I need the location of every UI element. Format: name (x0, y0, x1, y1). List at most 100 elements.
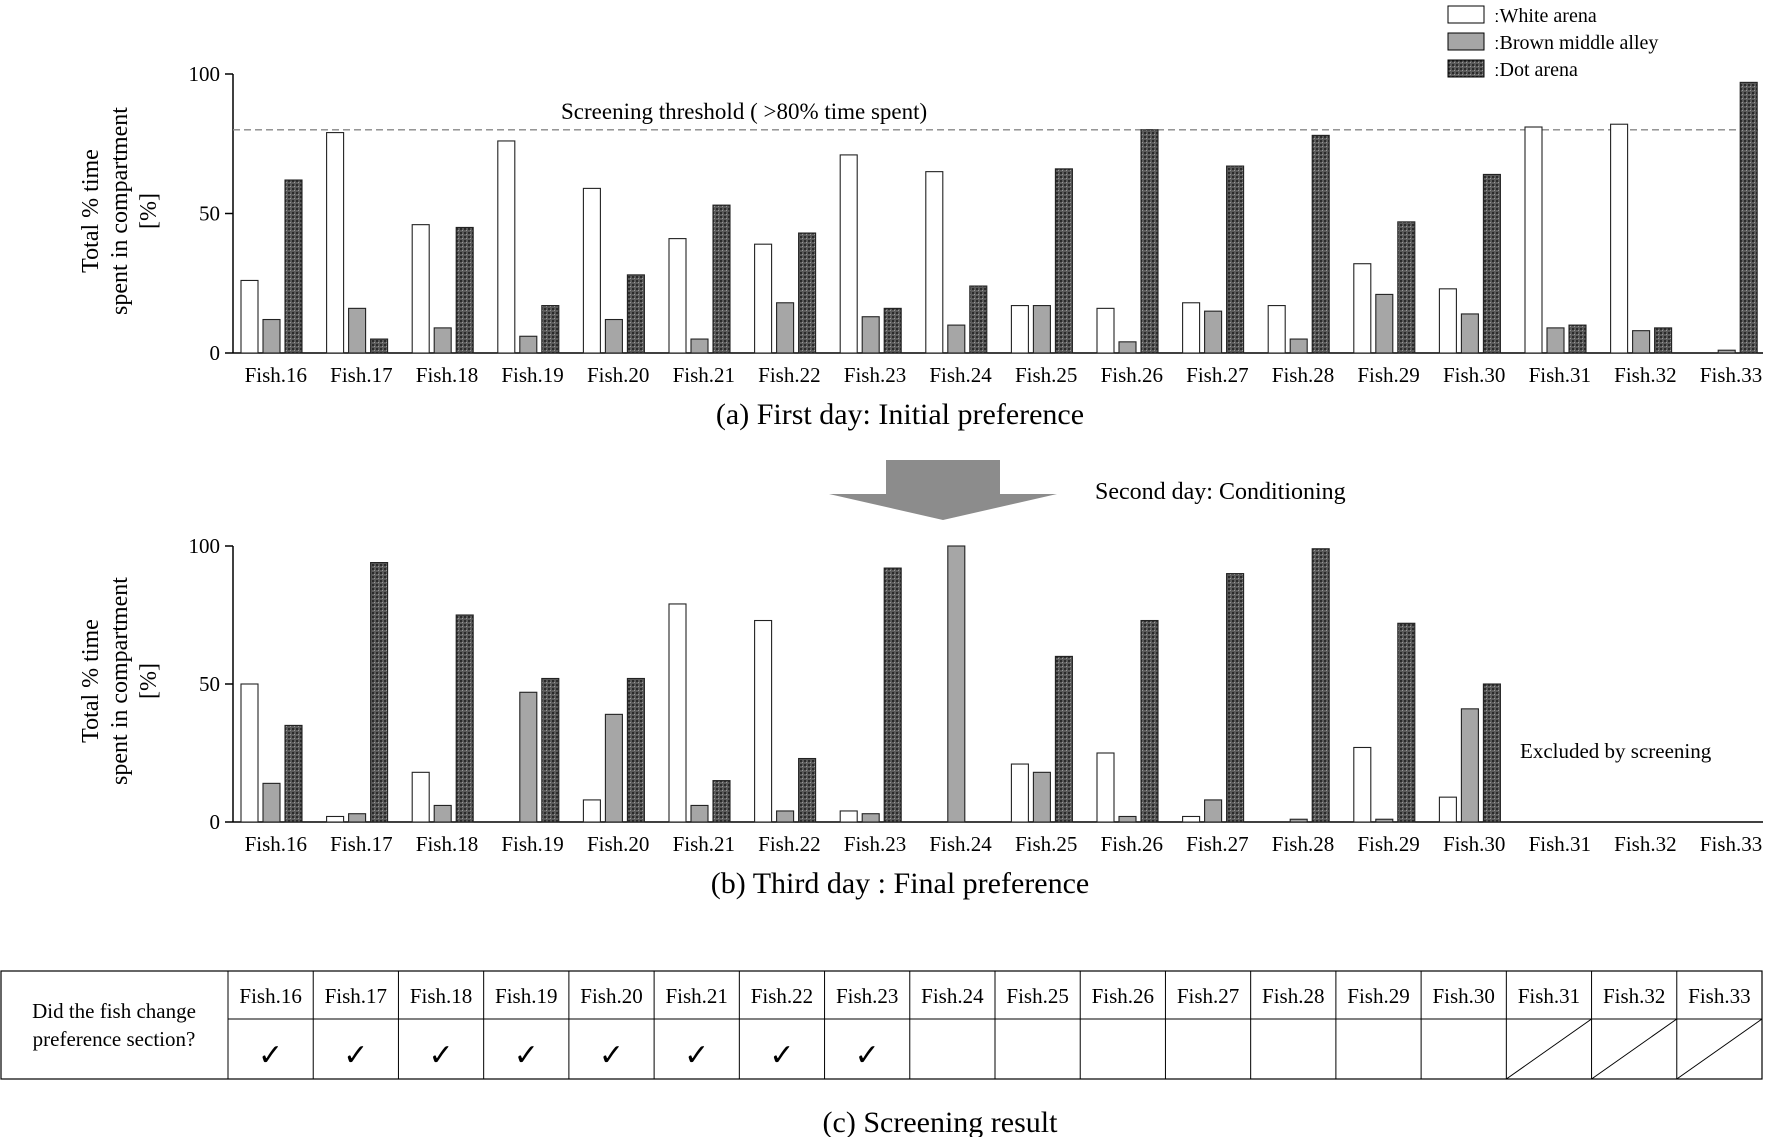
table-header-cell: Fish.24 (921, 984, 984, 1008)
chart-a-bar-gray (690, 338, 709, 354)
chart-a-bar-white (240, 279, 259, 354)
chart-a-x-tick-label: Fish.32 (1614, 363, 1676, 387)
chart-a-x-tick-label: Fish.20 (587, 363, 649, 387)
chart-b-y-tick-label: 50 (199, 672, 220, 696)
table-row-label-line-1: Did the fish change (32, 999, 196, 1023)
table-header-cell: Fish.33 (1688, 984, 1750, 1008)
chart-a-bar-white (754, 243, 773, 354)
chart-a-bar-white (1182, 302, 1201, 354)
chart-a-bar-gray (262, 318, 281, 354)
chart-b-bar-white (1353, 746, 1372, 823)
chart-b-bar-gray (861, 813, 880, 823)
chart-a-bar-dot (284, 179, 303, 354)
chart-a-bar-white (1524, 126, 1543, 354)
chart-a-bar-gray (1032, 305, 1051, 354)
chart-b-bar-gray (1204, 799, 1223, 823)
table-header-cell: Fish.29 (1347, 984, 1409, 1008)
chart-a-x-tick-label: Fish.23 (844, 363, 906, 387)
chart-b-x-tick-label: Fish.19 (501, 832, 563, 856)
chart-b-x-tick-label: Fish.22 (758, 832, 820, 856)
chart-b-x-tick-label: Fish.18 (416, 832, 478, 856)
chart-b-bar-dot (1054, 655, 1073, 823)
chart-b-bar-dot (370, 562, 389, 823)
chart-third-day: Total % time spent in compartment [%] (b… (78, 534, 1763, 900)
table-excluded-slash (1591, 1018, 1678, 1080)
down-arrow-icon (829, 460, 1057, 520)
chart-b-x-tick-label: Fish.16 (245, 832, 307, 856)
excluded-annotation: Excluded by screening (1520, 739, 1712, 763)
chart-b-bar-white (1438, 796, 1457, 823)
chart-b-bar-white (1010, 763, 1029, 823)
chart-b-x-tick-label: Fish.28 (1272, 832, 1334, 856)
chart-first-day: Total % time spent in compartment [%] (a… (78, 62, 1763, 431)
chart-b-x-tick-label: Fish.17 (330, 832, 392, 856)
chart-a-title: (a) First day: Initial preference (716, 398, 1084, 431)
chart-b-bar-gray (433, 804, 452, 823)
table-border (0, 970, 1763, 1080)
chart-a-y-tick-label: 0 (210, 341, 221, 365)
chart-a-bar-dot (455, 226, 474, 354)
table-header-cell: Fish.25 (1006, 984, 1068, 1008)
table-header-cell: Fish.26 (1092, 984, 1154, 1008)
chart-a-bar-gray (1375, 293, 1394, 354)
chart-a-bar-gray (1204, 310, 1223, 354)
chart-a-bar-dot (1739, 81, 1758, 354)
chart-a-bar-white (326, 132, 345, 354)
chart-a-ylabel-line-3: [%] (136, 193, 162, 229)
chart-b-x-tick-label: Fish.24 (929, 832, 992, 856)
check-icon: ✓ (343, 1039, 368, 1072)
legend-swatch-white (1447, 5, 1485, 24)
legend-label-gray: ːBrown middle alley (1494, 32, 1658, 54)
chart-b-x-tick-label: Fish.30 (1443, 832, 1505, 856)
table-header-cell: Fish.28 (1262, 984, 1324, 1008)
chart-a-bar-white (1267, 305, 1286, 354)
chart-a-x-tick-label: Fish.31 (1529, 363, 1591, 387)
legend: ːWhite arena ːBrown middle alley ːDot ar… (1447, 5, 1658, 81)
chart-a-bar-white (1353, 263, 1372, 354)
chart-a-bar-white (839, 154, 858, 354)
check-icon: ✓ (258, 1039, 283, 1072)
chart-b-ylabel-line-1: Total % time (78, 619, 104, 743)
check-icon: ✓ (684, 1039, 709, 1072)
chart-b-bar-gray (348, 813, 367, 823)
chart-a-bar-white (668, 238, 687, 354)
chart-b-bar-white (1096, 752, 1115, 823)
chart-a-bar-dot (1226, 165, 1245, 354)
chart-a-x-tick-label: Fish.19 (501, 363, 563, 387)
chart-a-bar-gray (1460, 313, 1479, 354)
chart-a-ylabel-line-1: Total % time (78, 149, 104, 273)
table-header-cell: Fish.17 (325, 984, 387, 1008)
table-header-cell: Fish.31 (1518, 984, 1580, 1008)
chart-a-bar-gray (519, 335, 538, 354)
table-header-cell: Fish.19 (495, 984, 557, 1008)
table-header-cell: Fish.23 (836, 984, 898, 1008)
chart-a-bar-dot (1311, 134, 1330, 354)
chart-b-bar-gray (690, 804, 709, 823)
chart-b-x-tick-label: Fish.29 (1357, 832, 1419, 856)
chart-b-bar-dot (883, 567, 902, 823)
chart-a-bar-gray (433, 327, 452, 354)
chart-b-x-tick-label: Fish.33 (1700, 832, 1762, 856)
chart-b-bar-white (1182, 815, 1201, 823)
chart-b-ylabel-line-2: spent in compartment (107, 577, 133, 785)
chart-a-x-tick-label: Fish.33 (1700, 363, 1762, 387)
chart-a-bar-dot (712, 204, 731, 354)
chart-b-bar-white (582, 799, 601, 823)
chart-a-bar-white (1010, 305, 1029, 354)
table-header-cell: Fish.27 (1177, 984, 1239, 1008)
chart-b-bar-dot (626, 677, 645, 823)
day-arrow: Second day: Conditioning (829, 460, 1346, 520)
chart-b-bar-gray (947, 545, 966, 823)
chart-a-bar-dot (541, 305, 560, 354)
chart-a-bar-gray (348, 307, 367, 354)
chart-a-bar-dot (1568, 324, 1587, 354)
chart-a-bar-gray (861, 316, 880, 354)
chart-b-bar-dot (1226, 573, 1245, 823)
table-header-cell: Fish.18 (410, 984, 472, 1008)
chart-a-x-tick-label: Fish.24 (929, 363, 992, 387)
chart-b-bar-gray (262, 782, 281, 823)
chart-b-y-tick-label: 0 (210, 810, 221, 834)
check-icon: ✓ (514, 1039, 539, 1072)
chart-a-y-tick-label: 50 (199, 202, 220, 226)
